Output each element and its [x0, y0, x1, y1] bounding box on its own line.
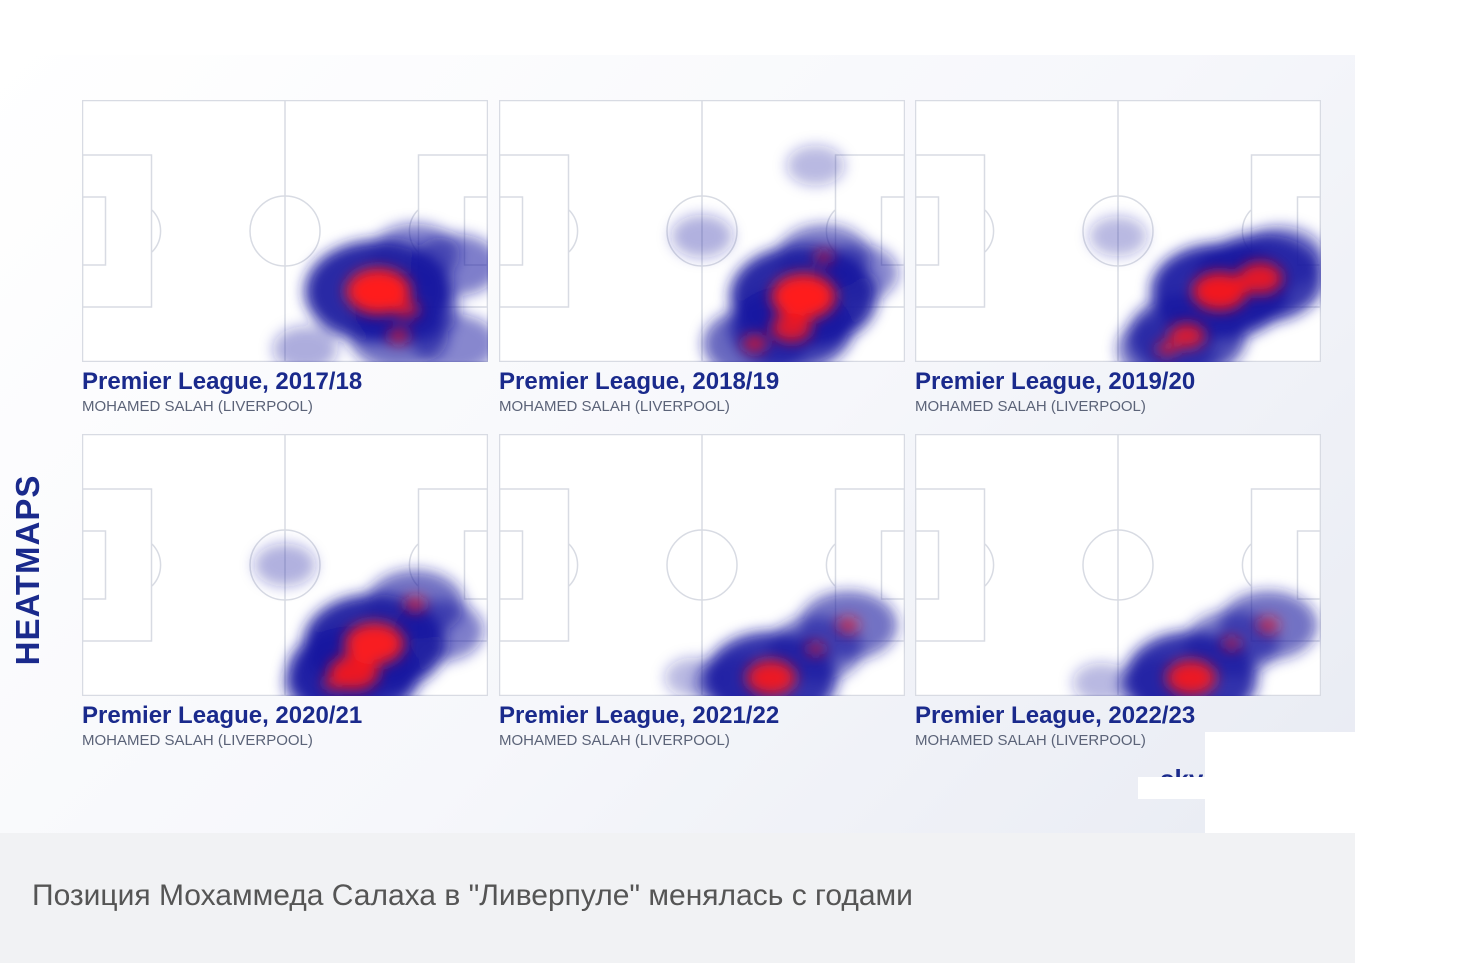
heat-core [346, 268, 411, 315]
heat-blob [253, 543, 317, 587]
heatmap-title: Premier League, 2017/18 [82, 368, 363, 395]
heat-core [1222, 637, 1241, 651]
heat-core [344, 622, 404, 665]
heatmap-subtitle: MOHAMED SALAH (LIVERPOOL) [915, 398, 1146, 415]
pitch-markings [499, 434, 905, 696]
heatmap-subtitle: MOHAMED SALAH (LIVERPOOL) [499, 732, 730, 749]
heat-core [322, 675, 345, 691]
logo-cover [1138, 777, 1208, 799]
heatmap-title: Premier League, 2022/23 [915, 702, 1196, 729]
heatmap-title: Premier League, 2018/19 [499, 368, 780, 395]
heat-core [404, 596, 426, 612]
heatmap-panel: Premier League, 2021/22 MOHAMED SALAH (LI… [499, 434, 905, 750]
heatmap-subtitle: MOHAMED SALAH (LIVERPOOL) [82, 398, 313, 415]
heat-blob [1072, 662, 1131, 696]
heat-blob [664, 657, 724, 696]
pitch-markings [499, 100, 905, 362]
heat-core [771, 273, 836, 320]
heat-core [1192, 272, 1247, 311]
caption-text: Позиция Мохаммеда Салаха в "Ливерпуле" м… [32, 879, 913, 912]
pitch-heatmap [915, 434, 1321, 696]
heat-blob [786, 145, 845, 186]
heat-core [742, 334, 768, 353]
caption-bar: Позиция Мохаммеда Салаха в "Ливерпуле" м… [0, 833, 1355, 963]
heat-blob [272, 326, 338, 362]
heat-core [771, 313, 812, 343]
heatmap-panel: Premier League, 2019/20 MOHAMED SALAH (LI… [915, 100, 1321, 416]
pitch-heatmap [499, 434, 905, 696]
heat-blob [670, 214, 734, 258]
heatmap-subtitle: MOHAMED SALAH (LIVERPOOL) [915, 732, 1146, 749]
heat-core [1237, 262, 1283, 295]
heat-core [1155, 341, 1178, 357]
pitch-heatmap [499, 100, 905, 362]
heat-blob [410, 234, 488, 297]
sky-logo: sky [1160, 766, 1203, 778]
heatmap-title: Premier League, 2021/22 [499, 702, 780, 729]
heat-core [1166, 660, 1216, 696]
heat-blob [814, 243, 899, 303]
graphic-notch [1205, 732, 1365, 847]
heatmap-panel: Premier League, 2020/21 MOHAMED SALAH (LI… [82, 434, 488, 750]
heat-core [837, 617, 859, 633]
heat-core [806, 642, 825, 656]
heat-core [394, 300, 420, 319]
heatmap-subtitle: MOHAMED SALAH (LIVERPOOL) [499, 398, 730, 415]
pitch-heatmap [915, 100, 1321, 362]
heatmap-panel: Premier League, 2017/18 MOHAMED SALAH (LI… [82, 100, 488, 416]
heatmap-title: Premier League, 2020/21 [82, 702, 363, 729]
heatmap-subtitle: MOHAMED SALAH (LIVERPOOL) [82, 732, 313, 749]
side-title: HEATMAPS [9, 474, 46, 666]
pitch-heatmap [82, 100, 488, 362]
heat-blob [394, 599, 484, 662]
heatmap-panel: Premier League, 2018/19 MOHAMED SALAH (LI… [499, 100, 905, 416]
heat-core [387, 328, 410, 344]
heat-core [1257, 617, 1280, 633]
heat-core [1168, 322, 1206, 349]
heat-blob [1088, 215, 1148, 257]
heat-blob [413, 314, 488, 362]
heat-core [814, 250, 834, 264]
heat-core [746, 660, 796, 696]
heatmap-title: Premier League, 2019/20 [915, 368, 1196, 395]
pitch-heatmap [82, 434, 488, 696]
heatmap-panel: Premier League, 2022/23 MOHAMED SALAH (LI… [915, 434, 1321, 750]
